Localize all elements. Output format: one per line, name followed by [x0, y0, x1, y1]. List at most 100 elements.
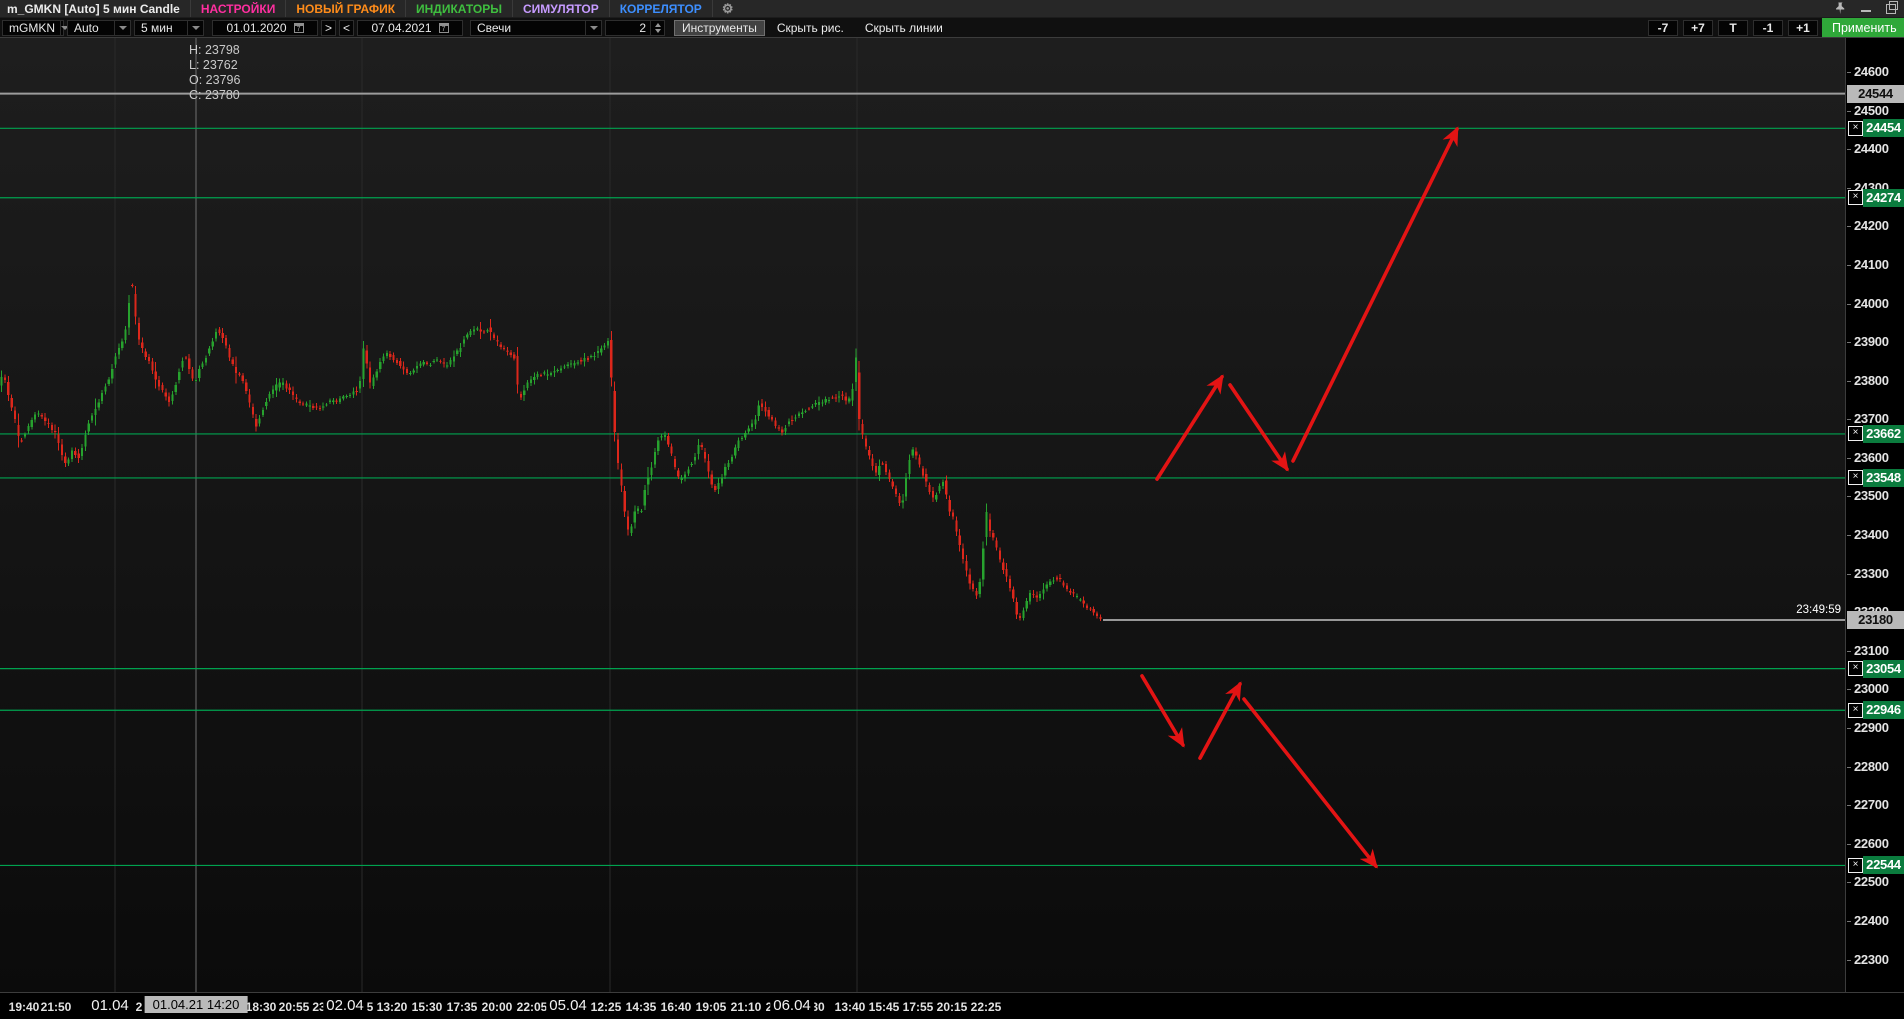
time-tick-label: 17:35 [446, 1000, 478, 1014]
price-tick-label: 24200 [1847, 218, 1889, 234]
chevron-down-icon [187, 20, 203, 35]
date-from-value: 01.01.2020 [226, 20, 287, 35]
menu-item-3[interactable]: ИНДИКАТОРЫ [405, 0, 512, 17]
time-tick-label: 17:55 [902, 1000, 934, 1014]
date-prev-button[interactable]: < [339, 19, 354, 36]
range-button--1[interactable]: -1 [1753, 19, 1783, 36]
range-button-+1[interactable]: +1 [1788, 19, 1818, 36]
price-tick-label: 24600 [1847, 63, 1889, 79]
chart-type-select[interactable]: Свечи [470, 19, 602, 36]
minimize-icon[interactable] [1861, 9, 1871, 12]
time-tick-label: 20:55 [278, 1000, 310, 1014]
price-tick-label: 22700 [1847, 797, 1889, 813]
chart-area[interactable]: H: 23798 L: 23762 O: 23796 C: 23780 23:4… [0, 37, 1904, 992]
date-from-field[interactable]: 01.01.2020 [212, 19, 318, 36]
price-tick-label: 23300 [1847, 565, 1889, 581]
time-axis[interactable]: 01.04.21 14:20 19:40 21:50 01.04 2 18:30 20:5… [0, 992, 1904, 1019]
level-close-button[interactable]: × [1848, 470, 1863, 486]
level-close-button[interactable]: × [1848, 857, 1863, 873]
chevron-down-icon [585, 20, 601, 35]
bars-stepper[interactable]: 2 [605, 19, 665, 36]
time-cursor-badge: 01.04.21 14:20 [144, 996, 248, 1013]
time-tick-label: 21:10 [730, 1000, 762, 1014]
last-trade-time: 23:49:59 [1796, 603, 1841, 616]
range-button-+7[interactable]: +7 [1683, 19, 1713, 36]
titlebar: m_GMKN [Auto] 5 мин Candle НАСТРОЙКИ НОВЫ… [0, 0, 1904, 18]
time-tick-label: 5 [366, 1000, 374, 1014]
menu-item-4[interactable]: СИМУЛЯТОР [512, 0, 609, 17]
time-tick-label: 23 [312, 1000, 326, 1014]
time-tick-label: 16:40 [660, 1000, 692, 1014]
timeframe-select[interactable]: 5 мин [134, 19, 204, 36]
price-level-badge: 23548 [1863, 468, 1904, 487]
symbol-select-value: mGMKN [9, 20, 55, 35]
settings-gear-icon[interactable]: ⚙ [711, 0, 743, 17]
price-tick-label: 23700 [1847, 411, 1889, 427]
symbol-select[interactable]: mGMKN [2, 19, 69, 36]
time-tick-label: 20:00 [481, 1000, 513, 1014]
time-tick-label: 19:40 [8, 1000, 40, 1014]
stepper-arrows-icon[interactable] [650, 20, 664, 35]
price-tick-label: 23000 [1847, 681, 1889, 697]
price-tick-label: 24400 [1847, 141, 1889, 157]
price-tick-label: 22400 [1847, 912, 1889, 928]
time-tick-label: 22:25 [970, 1000, 1002, 1014]
timeframe-select-value: 5 мин [141, 20, 173, 35]
trend-arrows[interactable] [1140, 126, 1459, 869]
price-axis[interactable]: 24600 24500 24400 24300 24200 24100 24000 23900… [1845, 38, 1904, 992]
chart-title: m_GMKN [Auto] 5 мин Candle [7, 1, 180, 16]
level-lines[interactable] [0, 92, 1845, 867]
price-tick-label: 24100 [1847, 256, 1889, 272]
time-tick-label: 18:30 [245, 1000, 277, 1014]
time-tick-label: 15:45 [868, 1000, 900, 1014]
current-price-badge: 23180 [1847, 610, 1904, 629]
apply-button[interactable]: Применить [1822, 18, 1904, 37]
time-tick-label: 05.04 [546, 997, 590, 1014]
price-tick-label: 23400 [1847, 527, 1889, 543]
level-close-button[interactable]: × [1848, 426, 1863, 442]
price-level-badge: 24454 [1863, 119, 1904, 138]
range-button--7[interactable]: -7 [1648, 19, 1678, 36]
price-tick-label: 24000 [1847, 295, 1889, 311]
trend-arrow [1140, 674, 1185, 748]
menu-item-1[interactable]: НАСТРОЙКИ [189, 0, 285, 17]
restore-icon[interactable] [1886, 0, 1898, 14]
mode-select[interactable]: Auto [67, 19, 131, 36]
hide-lines-button[interactable]: Скрыть линии [864, 20, 943, 35]
time-tick-label: 13:40 [834, 1000, 866, 1014]
session-gridlines [114, 38, 858, 992]
hide-drawings-button[interactable]: Скрыть рис. [776, 20, 844, 35]
price-tick-label: 23800 [1847, 372, 1889, 388]
candlestick-chart[interactable] [0, 38, 1845, 992]
menu-item-2[interactable]: НОВЫЙ ГРАФИК [285, 0, 405, 17]
price-level-badge: 22946 [1863, 701, 1904, 720]
range-buttons: -7 +7 T -1 +1 [1648, 19, 1818, 36]
tools-button[interactable]: Инструменты [674, 19, 765, 36]
pin-icon[interactable] [1834, 2, 1846, 15]
time-tick-label: 20:15 [936, 1000, 968, 1014]
toolbar: mGMKN Auto 5 мин 01.01.2020 > < 07.04.20… [0, 18, 1904, 37]
time-tick-label: 2 [765, 1000, 773, 1014]
menu-item-5[interactable]: КОРРЕЛЯТОР [608, 0, 712, 17]
range-button-T[interactable]: T [1718, 19, 1748, 36]
date-next-button[interactable]: > [321, 19, 336, 36]
ohlc-low: L: 23762 [189, 58, 238, 72]
calendar-icon[interactable] [438, 22, 449, 33]
price-level-badge: 23662 [1863, 424, 1904, 443]
level-close-button[interactable]: × [1848, 661, 1863, 677]
date-to-field[interactable]: 07.04.2021 [357, 19, 463, 36]
time-tick-label: 14:35 [625, 1000, 657, 1014]
level-close-button[interactable]: × [1848, 190, 1863, 206]
candles-layer [0, 283, 1102, 621]
trend-arrow [1291, 126, 1459, 463]
price-level-badge: 22544 [1863, 856, 1904, 875]
chevron-down-icon [60, 20, 69, 35]
price-tick-label: 22600 [1847, 835, 1889, 851]
level-close-button[interactable]: × [1848, 120, 1863, 136]
time-tick-label: 15:30 [411, 1000, 443, 1014]
level-close-button[interactable]: × [1848, 702, 1863, 718]
calendar-icon[interactable] [293, 22, 304, 33]
chart-type-value: Свечи [477, 20, 512, 35]
chart-background [0, 38, 1845, 992]
trend-arrow [1198, 681, 1242, 760]
